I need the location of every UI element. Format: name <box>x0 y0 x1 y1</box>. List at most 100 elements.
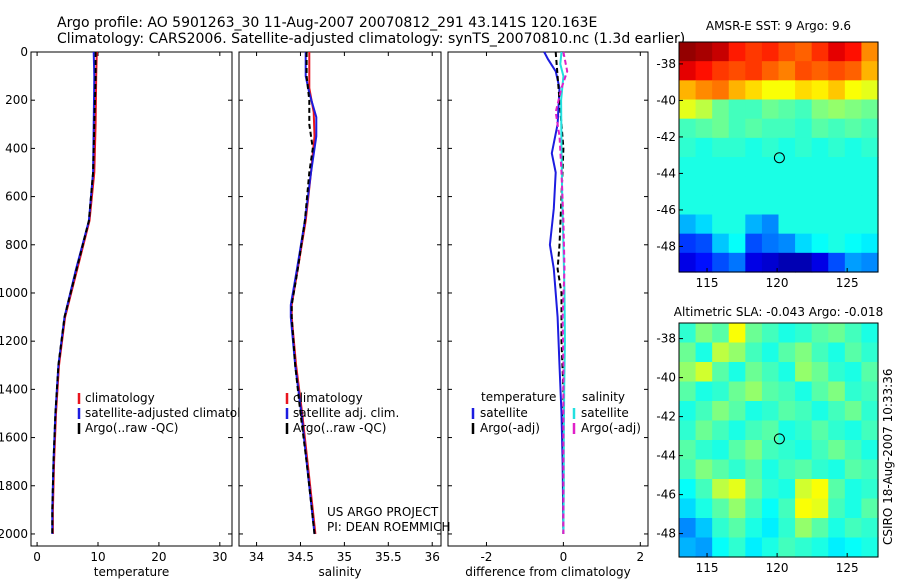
sla-heat-cell <box>745 362 763 383</box>
sst-heat-cell <box>745 80 763 101</box>
sla-heat-cell <box>695 342 713 363</box>
sst-heat-cell <box>811 99 829 120</box>
sst-heat-cell <box>712 137 730 158</box>
sla-heat-cell <box>844 440 863 461</box>
sst-heat-cell <box>861 176 879 196</box>
sst-heat-cell <box>795 252 813 273</box>
sla-heat-cell <box>795 323 813 344</box>
sla-heat-cell <box>745 420 763 441</box>
sst-lat-tick-label: -44 <box>656 166 676 180</box>
legend-label: satellite-adjusted climatology <box>85 406 263 420</box>
sla-heat-cell <box>712 459 730 480</box>
sst-heat-cell <box>679 195 697 216</box>
sst-heat-cell <box>861 195 879 216</box>
sla-heat-cell <box>679 459 697 480</box>
sst-heat-cell <box>695 176 713 196</box>
sst-heat-cell <box>679 80 697 101</box>
sst-heat-cell <box>828 118 846 139</box>
sst-heat-cell <box>795 42 813 62</box>
sst-heat-cell <box>745 157 763 177</box>
depth-tick-label: 1800 <box>0 479 28 493</box>
sst-heat-cell <box>761 99 780 120</box>
sla-heat-cell <box>844 381 863 402</box>
sst-heat-cell <box>679 214 697 235</box>
salinity-axes-frame <box>238 51 442 547</box>
sla-heat-cell <box>761 479 780 500</box>
sst-heat-cell <box>745 61 763 81</box>
sla-heat-cell <box>861 518 879 539</box>
sla-heat-cell <box>679 498 697 519</box>
sst-lat-tick-label: -46 <box>656 203 676 217</box>
sla-heat-cell <box>728 401 746 422</box>
sla-heat-cell <box>761 518 780 539</box>
sla-heat-cell <box>844 518 863 539</box>
sst-heat-cell <box>861 118 879 139</box>
sla-heat-cell <box>695 479 713 500</box>
legend-label: Argo(..raw -QC) <box>85 421 178 435</box>
sla-heat-cell <box>861 440 879 461</box>
sla-heat-cell <box>695 362 713 383</box>
sla-heat-cell <box>778 323 796 344</box>
sla-heat-cell <box>728 323 746 344</box>
sst-heat-cell <box>828 252 846 273</box>
sst-heat-cell <box>761 137 780 158</box>
sst-heat-cell <box>811 233 829 254</box>
legend-group-title: salinity <box>582 390 625 404</box>
sla-heat-cell <box>844 342 863 363</box>
difference-series-salinity-argo-adj- <box>554 51 569 534</box>
sla-heat-cell <box>712 323 730 344</box>
sla-heat-cell <box>795 459 813 480</box>
sst-heat-cell <box>795 99 813 120</box>
sst-heat-cell <box>811 137 829 158</box>
sla-heat-cell <box>795 401 813 422</box>
sla-heat-cell <box>761 323 780 344</box>
sla-heat-cell <box>679 440 697 461</box>
sst-heat-cell <box>695 233 713 254</box>
sla-heat-cell <box>795 381 813 402</box>
sla-heat-cell <box>844 323 863 344</box>
sst-heat-cell <box>728 118 746 139</box>
project-credit: US ARGO PROJECT <box>327 505 439 519</box>
sst-heat-cell <box>712 80 730 101</box>
sst-heat-cell <box>811 214 829 235</box>
sst-heat-cell <box>712 118 730 139</box>
sla-heat-cell <box>828 420 846 441</box>
depth-tick-label: 1200 <box>0 334 28 348</box>
sst-heat-cell <box>695 195 713 216</box>
sst-heat-cell <box>761 61 780 81</box>
sla-heat-cell <box>745 479 763 500</box>
sst-heat-cell <box>761 80 780 101</box>
depth-tick-label: 800 <box>5 238 28 252</box>
sla-heat-cell <box>761 362 780 383</box>
sst-heat-cell <box>861 80 879 101</box>
sla-heat-cell <box>695 381 713 402</box>
sla-heat-cell <box>745 381 763 402</box>
sst-heat-cell <box>844 157 863 177</box>
sst-heat-cell <box>745 42 763 62</box>
sst-heat-cell <box>828 157 846 177</box>
sla-heat-cell <box>745 518 763 539</box>
sst-heat-cell <box>728 99 746 120</box>
sst-heat-cell <box>778 137 796 158</box>
sst-heat-cell <box>695 80 713 101</box>
sst-heat-cell <box>844 118 863 139</box>
difference-xtick-label: 0 <box>560 550 568 564</box>
sla-heat-cell <box>679 479 697 500</box>
sst-heat-cell <box>728 157 746 177</box>
sst-lat-tick-label: -40 <box>656 93 676 107</box>
sla-heat-cell <box>679 381 697 402</box>
sst-heat-cell <box>828 42 846 62</box>
sla-heat-cell <box>778 401 796 422</box>
sst-heat-cell <box>828 137 846 158</box>
sst-heat-cell <box>761 42 780 62</box>
sst-heat-cell <box>861 61 879 81</box>
sst-heat-cell <box>712 233 730 254</box>
sst-heat-cell <box>778 233 796 254</box>
sla-heat-cell <box>844 401 863 422</box>
sst-heat-cell <box>861 137 879 158</box>
sst-heat-cell <box>679 118 697 139</box>
sst-heat-cell <box>828 176 846 196</box>
depth-tick-label: 400 <box>5 141 28 155</box>
sla-heat-cell <box>761 420 780 441</box>
sst-heat-cell <box>695 252 713 273</box>
